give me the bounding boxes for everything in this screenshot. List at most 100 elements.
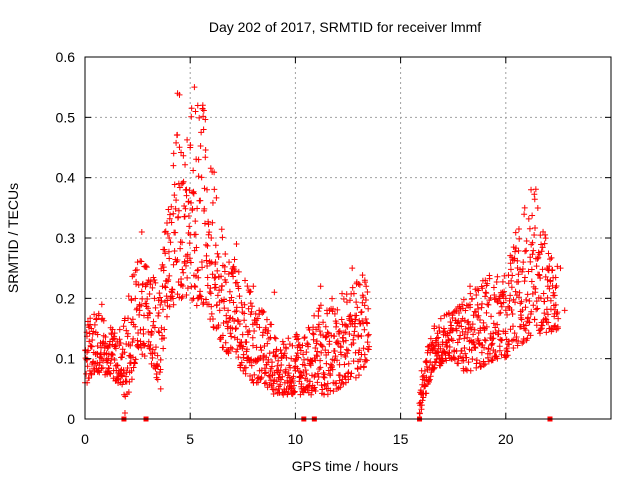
- data-point: [175, 207, 182, 214]
- data-point: [181, 202, 188, 209]
- data-point: [186, 187, 193, 194]
- data-point: [162, 250, 169, 257]
- data-point: [164, 230, 171, 237]
- data-point: [136, 311, 143, 318]
- data-point: [223, 312, 230, 319]
- data-point: [278, 361, 285, 368]
- data-point: [464, 329, 471, 336]
- data-point: [87, 315, 94, 322]
- data-point: [329, 295, 336, 302]
- data-point: [234, 317, 241, 324]
- data-point: [334, 306, 341, 313]
- data-point: [509, 323, 516, 330]
- data-point: [192, 108, 199, 115]
- data-point: [350, 290, 357, 297]
- data-point: [353, 299, 360, 306]
- data-point: [222, 279, 229, 286]
- data-point: [511, 330, 518, 337]
- data-point: [515, 247, 522, 254]
- data-point: [522, 304, 529, 311]
- data-point: [200, 107, 207, 114]
- data-point: [537, 275, 544, 282]
- data-point: [136, 307, 143, 314]
- data-point: [89, 336, 96, 343]
- data-point: [469, 295, 476, 302]
- data-point: [544, 294, 551, 301]
- data-point: [459, 301, 466, 308]
- data-point: [547, 256, 554, 263]
- data-point: [453, 327, 460, 334]
- data-point: [486, 275, 493, 282]
- data-point: [144, 279, 151, 286]
- data-point: [316, 305, 323, 312]
- data-point: [546, 263, 553, 270]
- data-point: [186, 240, 193, 247]
- data-point: [358, 332, 365, 339]
- data-point: [129, 339, 136, 346]
- data-point: [423, 374, 430, 381]
- data-point: [490, 320, 497, 327]
- data-point: [120, 323, 127, 330]
- data-point: [235, 285, 242, 292]
- data-point: [179, 293, 186, 300]
- data-point: [509, 310, 516, 317]
- data-point: [258, 374, 265, 381]
- data-point: [467, 290, 474, 297]
- data-point: [434, 348, 441, 355]
- data-point: [423, 390, 430, 397]
- data-point: [329, 362, 336, 369]
- data-point: [164, 297, 171, 304]
- data-point: [146, 291, 153, 298]
- data-point: [448, 322, 455, 329]
- data-point: [161, 229, 168, 236]
- data-point: [271, 289, 278, 296]
- data-point: [515, 225, 522, 232]
- data-point: [158, 297, 165, 304]
- data-point: [249, 342, 256, 349]
- data-point: [475, 305, 482, 312]
- data-point: [128, 297, 135, 304]
- data-point: [499, 278, 506, 285]
- data-point: [443, 357, 450, 364]
- data-point: [525, 215, 532, 222]
- data-point: [117, 340, 124, 347]
- data-point: [138, 344, 145, 351]
- x-tick-label: 20: [498, 431, 514, 447]
- data-point: [545, 250, 552, 257]
- data-point: [179, 266, 186, 273]
- data-point: [202, 296, 209, 303]
- data-point: [243, 339, 250, 346]
- data-point: [314, 348, 321, 355]
- data-point: [144, 295, 151, 302]
- data-point: [168, 219, 175, 226]
- data-point: [219, 234, 226, 241]
- data-point: [194, 205, 201, 212]
- data-point: [303, 349, 310, 356]
- data-point: [363, 357, 370, 364]
- data-point: [344, 350, 351, 357]
- data-point: [246, 289, 253, 296]
- data-point: [301, 335, 308, 342]
- data-point: [289, 342, 296, 349]
- data-point: [190, 167, 197, 174]
- data-point: [529, 212, 536, 219]
- data-point: [212, 284, 219, 291]
- data-point: [254, 315, 261, 322]
- data-point: [319, 386, 326, 393]
- data-point: [502, 295, 509, 302]
- data-point: [151, 295, 158, 302]
- data-point: [149, 354, 156, 361]
- data-point: [554, 263, 561, 270]
- data-point: [233, 304, 240, 311]
- data-point: [130, 364, 137, 371]
- plot-frame: [84, 56, 612, 420]
- data-point: [198, 174, 205, 181]
- data-point: [138, 258, 145, 265]
- data-point: [233, 241, 240, 248]
- data-point: [209, 316, 216, 323]
- data-point: [168, 203, 175, 210]
- data-point: [170, 261, 177, 268]
- data-point: [338, 316, 345, 323]
- data-point: [355, 372, 362, 379]
- data-point: [456, 336, 463, 343]
